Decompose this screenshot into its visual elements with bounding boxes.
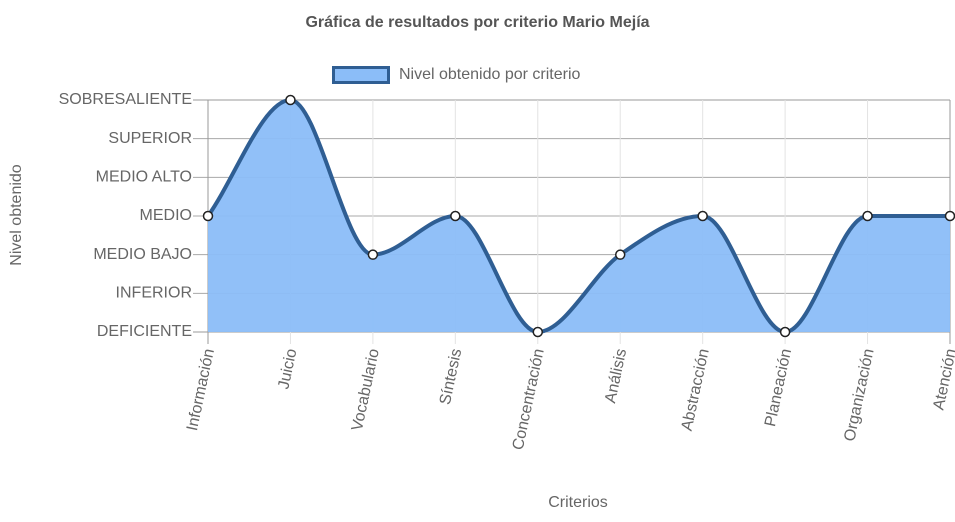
- data-point[interactable]: [697, 210, 708, 222]
- y-tick-label: DEFICIENTE: [97, 323, 192, 340]
- data-point[interactable]: [450, 210, 461, 222]
- chart-title: Gráfica de resultados por criterio Mario…: [305, 14, 650, 31]
- series-layer: [202, 94, 955, 338]
- x-tick-label: Organización: [841, 347, 877, 443]
- data-point[interactable]: [367, 249, 379, 260]
- x-tick-labels: Información Juicio Vocabulario Síntesis Conc…: [184, 347, 955, 452]
- data-point[interactable]: [862, 210, 873, 222]
- x-tick-label: Planeación: [762, 347, 795, 428]
- x-tick-label: Vocabulario: [349, 347, 383, 432]
- data-point[interactable]: [779, 326, 791, 338]
- y-tick-label: SUPERIOR: [108, 130, 192, 147]
- x-tick-label: Atención: [930, 347, 955, 411]
- series-line: [206, 98, 950, 334]
- y-tick-label: MEDIO: [140, 207, 192, 224]
- y-tick-labels: DEFICIENTE INFERIOR MEDIO BAJO MEDIO MEDIO A…: [59, 91, 192, 340]
- data-point[interactable]: [202, 210, 214, 222]
- x-tick-label: Síntesis: [437, 347, 465, 406]
- x-tick-label: Juicio: [275, 347, 300, 391]
- legend-label: Nivel obtenido por criterio: [399, 66, 581, 83]
- x-tick-label: Información: [184, 347, 218, 432]
- x-tick-label: Análisis: [602, 347, 630, 404]
- legend-swatch: [332, 66, 390, 84]
- data-point[interactable]: [285, 94, 296, 106]
- legend[interactable]: Nivel obtenido por criterio: [332, 64, 580, 86]
- y-tick-label: SOBRESALIENTE: [59, 91, 192, 108]
- x-axis-label: Criterios: [548, 494, 608, 511]
- y-tick-label: MEDIO BAJO: [93, 246, 192, 263]
- data-point[interactable]: [614, 249, 626, 260]
- y-tick-label: MEDIO ALTO: [96, 169, 192, 186]
- x-tick-label: Abstracción: [679, 347, 713, 432]
- y-tick-label: INFERIOR: [116, 285, 192, 302]
- x-tick-label: Concentración: [510, 347, 548, 451]
- data-point[interactable]: [944, 210, 955, 222]
- data-point[interactable]: [532, 326, 544, 338]
- series-area: [208, 100, 950, 332]
